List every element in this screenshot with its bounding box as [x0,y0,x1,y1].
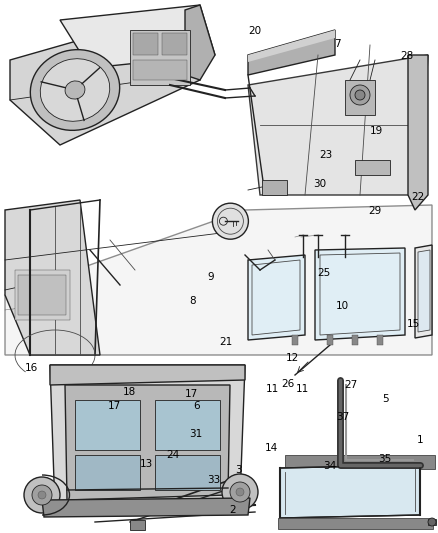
Circle shape [32,485,52,505]
Polygon shape [248,30,335,75]
Bar [345,80,375,115]
Bar [352,335,358,345]
Text: 34: 34 [323,462,336,471]
Text: 5: 5 [382,394,389,403]
Bar [155,400,220,450]
Text: 15: 15 [407,319,420,328]
Bar [262,180,287,195]
Text: 17: 17 [185,390,198,399]
Bar [162,33,187,55]
Bar [377,335,383,345]
Text: 28: 28 [401,51,414,61]
Polygon shape [248,30,335,62]
Ellipse shape [30,50,120,131]
Text: 2: 2 [229,505,236,515]
Text: 27: 27 [344,380,357,390]
Polygon shape [10,10,200,145]
Text: 11: 11 [266,384,279,394]
Polygon shape [5,200,100,355]
Bar [130,520,145,530]
Bar [130,30,190,85]
Polygon shape [415,245,432,338]
Bar [285,455,435,469]
Text: 17: 17 [108,401,121,411]
Polygon shape [185,5,215,80]
Text: 6: 6 [193,401,200,411]
Text: 13: 13 [140,459,153,469]
Text: 24: 24 [166,450,180,459]
Text: 20: 20 [248,26,261,36]
Text: 30: 30 [313,179,326,189]
Polygon shape [50,365,245,385]
Polygon shape [280,465,420,518]
Text: 7: 7 [334,39,341,49]
Text: 19: 19 [370,126,383,135]
Circle shape [222,474,258,510]
Ellipse shape [40,59,110,122]
Text: 8: 8 [189,296,196,305]
Text: 14: 14 [265,443,278,453]
Polygon shape [50,365,245,510]
Text: 12: 12 [286,353,299,363]
Circle shape [355,90,365,100]
Text: 35: 35 [378,455,391,464]
Bar [18,275,66,315]
Polygon shape [42,498,250,517]
Bar [15,270,70,320]
Bar [327,335,333,345]
Bar [428,519,436,525]
Bar [292,335,298,345]
Text: 18: 18 [123,387,136,397]
Text: 3: 3 [235,465,242,475]
Text: 33: 33 [207,475,220,484]
Circle shape [350,85,370,105]
Circle shape [236,488,244,496]
Bar [133,60,187,80]
Polygon shape [65,385,230,500]
Polygon shape [408,55,428,210]
Bar [278,518,433,529]
Circle shape [38,491,46,499]
Text: 29: 29 [368,206,381,215]
Text: 16: 16 [25,363,38,373]
Ellipse shape [65,81,85,99]
Polygon shape [5,205,432,355]
Bar [155,455,220,490]
Text: 9: 9 [207,272,214,282]
Text: 21: 21 [219,337,233,347]
Text: 11: 11 [296,384,309,394]
Text: 1: 1 [417,435,424,445]
Circle shape [230,482,250,502]
Circle shape [428,518,436,526]
Text: 26: 26 [282,379,295,389]
Circle shape [212,203,248,239]
Text: 10: 10 [336,302,349,311]
Circle shape [24,477,60,513]
Polygon shape [418,250,430,332]
Bar [355,160,390,175]
Polygon shape [248,255,305,340]
Text: 25: 25 [318,268,331,278]
Text: 23: 23 [320,150,333,159]
Bar [133,33,158,55]
Polygon shape [315,248,405,340]
Bar [75,455,140,490]
Polygon shape [248,55,428,195]
Polygon shape [60,5,215,68]
Text: 22: 22 [412,192,425,202]
Text: 31: 31 [190,430,203,439]
Text: 37: 37 [336,412,349,422]
Bar [75,400,140,450]
